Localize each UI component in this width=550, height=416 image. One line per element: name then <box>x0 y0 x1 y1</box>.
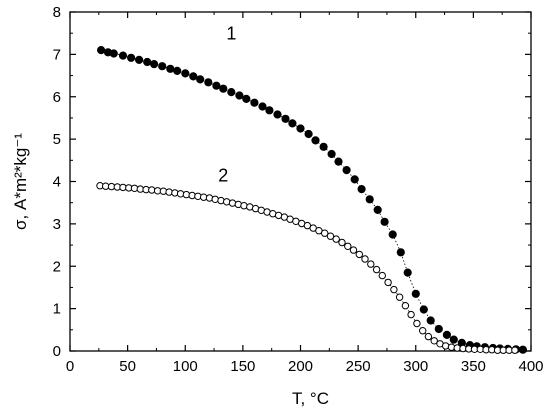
series-1-point <box>118 51 128 60</box>
x-tick-label: 300 <box>403 358 428 375</box>
series-1-point <box>196 75 205 84</box>
series-2-point <box>395 293 404 301</box>
x-tick-label: 150 <box>230 358 255 375</box>
series-1-point <box>365 195 374 204</box>
x-tick-label: 100 <box>173 358 198 375</box>
series-2-point <box>372 265 381 274</box>
y-axis-title: σ, A*m²*kg⁻¹ <box>11 133 30 230</box>
series-1-point <box>396 248 405 257</box>
series-1-point <box>419 305 428 314</box>
series-2-point <box>401 302 410 310</box>
series-1-point <box>342 166 351 175</box>
series-2-point <box>338 238 346 247</box>
series-1-point <box>327 149 336 159</box>
series-2-label: 2 <box>218 166 228 186</box>
series-1-point <box>258 102 267 111</box>
series-1-point <box>426 316 435 325</box>
axis-ticks-group: 0 50 100 150 200 250 300 350 400 0 1 2 3 4 5 6 7 8 <box>53 4 544 375</box>
series-1-point <box>357 185 366 194</box>
series-2-point <box>321 229 329 237</box>
x-tick-label: 250 <box>346 358 371 375</box>
x-tick-label: 400 <box>518 358 543 375</box>
series-1-point <box>109 49 118 58</box>
series-1-point <box>219 84 228 93</box>
series-2-point <box>361 255 369 263</box>
y-tick-label: 0 <box>53 343 61 360</box>
y-tick-label: 1 <box>53 301 61 318</box>
series-1-point <box>442 330 451 339</box>
series-2-point <box>413 319 421 328</box>
series-1-point <box>143 57 152 67</box>
y-tick-label: 6 <box>53 89 61 106</box>
series-2-point <box>355 250 363 259</box>
series-2-point <box>367 260 375 268</box>
y-tick-label: 5 <box>53 131 61 148</box>
series-1-point <box>403 268 412 277</box>
series-2-point <box>407 310 415 319</box>
series-1-label: 1 <box>226 24 236 44</box>
series-1-point <box>97 46 106 55</box>
series-1-point <box>158 62 167 71</box>
series-group <box>96 46 528 354</box>
series-1-point <box>265 106 274 115</box>
series-1-point <box>518 345 528 354</box>
y-tick-label: 3 <box>53 216 61 233</box>
series-1-point <box>319 142 328 151</box>
x-tick-label: 50 <box>119 358 136 375</box>
series-2-line <box>99 185 515 351</box>
series-2-point <box>326 232 335 240</box>
series-1-point <box>281 114 290 123</box>
series-1-point <box>334 157 343 166</box>
series-1-point <box>434 324 443 334</box>
series-1-point <box>189 72 198 81</box>
series-1-point <box>449 335 458 344</box>
series-2-point <box>332 235 340 243</box>
series-1-point <box>296 124 305 133</box>
series-1-point <box>150 60 159 69</box>
series-1-point <box>212 81 221 90</box>
series-2-point <box>419 327 427 335</box>
series-1-point <box>304 129 313 139</box>
series-1-line <box>100 49 523 351</box>
series-2-point <box>424 332 433 341</box>
series-2-point <box>349 246 358 254</box>
series-1-point <box>173 66 182 76</box>
series-1-point <box>273 110 282 119</box>
x-axis-title: T, °C <box>292 389 329 408</box>
series-1-point <box>288 119 297 128</box>
series-1-point <box>235 91 244 100</box>
series-2-point <box>384 278 392 287</box>
series-2-point <box>378 271 386 280</box>
series-2-point <box>344 242 352 251</box>
y-tick-label: 2 <box>53 258 61 275</box>
series-1-point <box>380 217 389 226</box>
series-1-point <box>127 53 136 62</box>
x-tick-label: 200 <box>288 358 313 375</box>
series-2-point <box>240 202 248 210</box>
series-1-point <box>166 64 175 73</box>
y-tick-label: 7 <box>53 46 61 63</box>
y-tick-label: 8 <box>53 4 61 21</box>
series-1-point <box>388 230 397 239</box>
y-tick-label: 4 <box>53 174 61 191</box>
series-1-point <box>227 88 236 97</box>
series-2-point <box>511 346 519 354</box>
series-1-point <box>181 69 190 78</box>
series-1-point <box>311 136 320 145</box>
series-1-point <box>373 205 382 214</box>
series-1-point <box>411 289 420 298</box>
series-2-point <box>390 285 398 294</box>
x-tick-label: 0 <box>66 358 74 375</box>
series-1-point <box>250 98 259 107</box>
series-1-point <box>350 175 359 184</box>
labels-group: T, °C σ, A*m²*kg⁻¹ 1 2 <box>11 24 329 408</box>
x-tick-label: 350 <box>461 358 486 375</box>
series-1-point <box>135 55 144 65</box>
series-2-point <box>430 337 438 345</box>
series-1-point <box>204 78 213 87</box>
series-1-point <box>242 94 251 104</box>
